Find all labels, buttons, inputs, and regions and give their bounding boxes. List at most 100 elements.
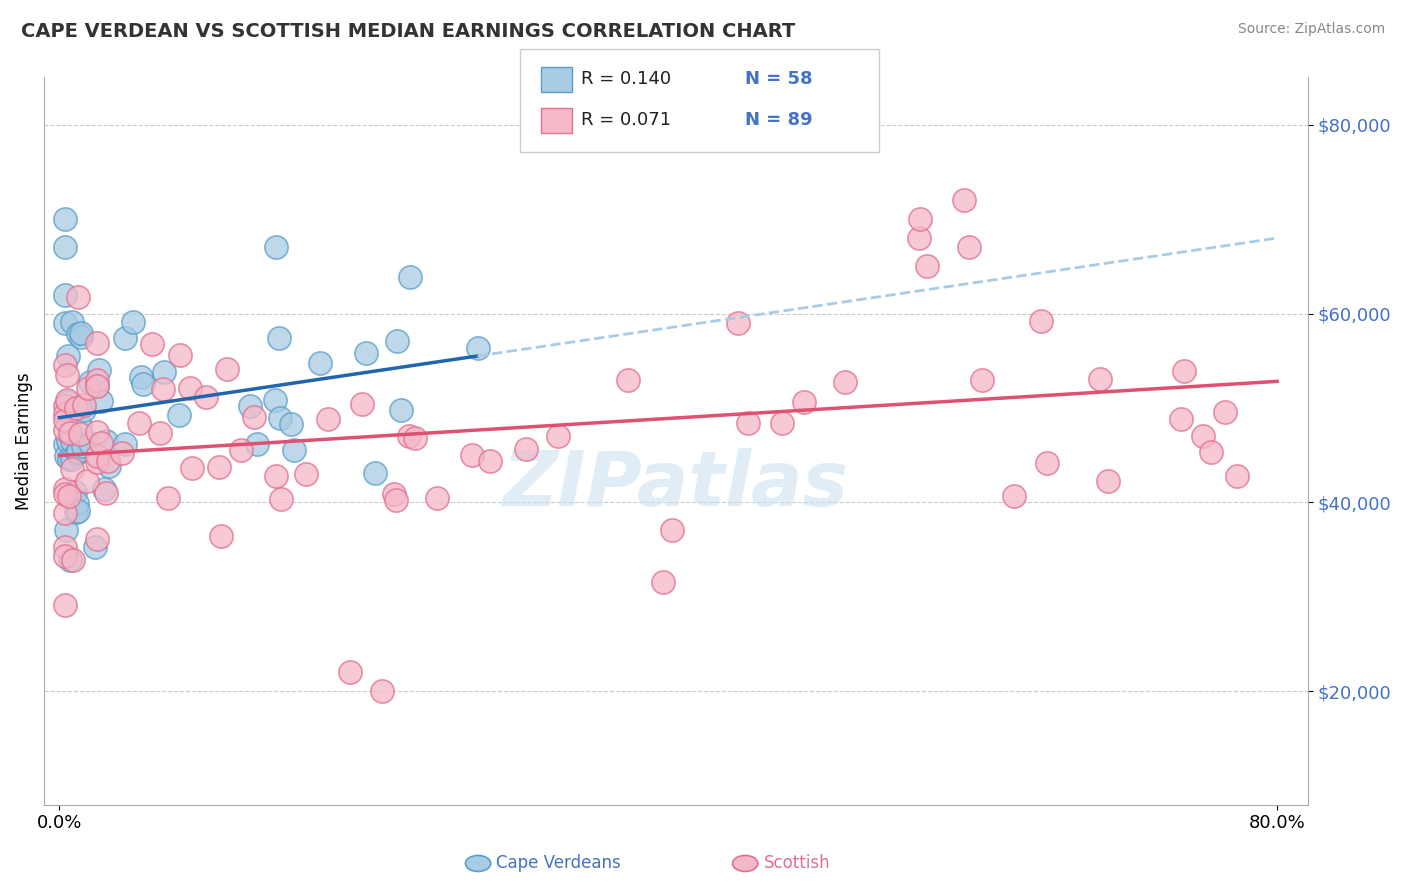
Point [1097, 475, 1119, 489]
Point [131, 369, 153, 384]
Point [55, 212, 77, 227]
Point [98, 459, 121, 474]
Point [86, 532, 108, 546]
Point [58, 452, 80, 467]
Point [152, 382, 174, 396]
Point [382, 487, 405, 501]
Point [60, 315, 83, 329]
Point [79, 436, 101, 450]
Point [60, 461, 83, 475]
Point [467, 341, 489, 355]
Point [55, 598, 77, 612]
Point [426, 491, 449, 505]
Point [972, 373, 994, 387]
Point [55, 399, 77, 413]
Point [1192, 429, 1215, 443]
Point [1170, 412, 1192, 426]
Point [354, 346, 377, 360]
Point [65, 495, 87, 509]
Point [478, 453, 501, 467]
Text: N = 89: N = 89 [745, 112, 813, 129]
Point [58, 489, 80, 503]
Point [73, 398, 96, 412]
Point [60, 434, 83, 448]
Point [339, 665, 361, 680]
Point [398, 269, 420, 284]
Point [263, 392, 285, 407]
Point [86, 455, 108, 469]
Point [834, 375, 856, 389]
Point [55, 487, 77, 501]
Point [55, 368, 77, 382]
Point [239, 399, 262, 413]
Point [55, 407, 77, 421]
Point [55, 423, 77, 437]
Point [55, 316, 77, 330]
Point [153, 365, 176, 379]
Text: Source: ZipAtlas.com: Source: ZipAtlas.com [1237, 22, 1385, 37]
Point [404, 431, 426, 445]
Point [67, 444, 90, 458]
Point [209, 529, 232, 543]
Point [1199, 445, 1222, 459]
Point [179, 381, 201, 395]
Point [90, 394, 112, 409]
Point [959, 240, 981, 254]
Point [389, 403, 412, 417]
Point [793, 394, 815, 409]
Point [55, 523, 77, 537]
Point [616, 373, 638, 387]
Point [67, 326, 90, 341]
Point [651, 574, 673, 589]
Text: R = 0.071: R = 0.071 [581, 112, 671, 129]
Point [385, 492, 408, 507]
Point [1002, 489, 1025, 503]
Text: CAPE VERDEAN VS SCOTTISH MEDIAN EARNINGS CORRELATION CHART: CAPE VERDEAN VS SCOTTISH MEDIAN EARNINGS… [21, 22, 796, 41]
Point [65, 401, 87, 415]
Point [280, 417, 302, 432]
Point [55, 394, 77, 409]
Y-axis label: Median Earnings: Median Earnings [15, 372, 32, 510]
Text: Cape Verdeans: Cape Verdeans [496, 855, 621, 872]
Point [55, 506, 77, 520]
Point [86, 336, 108, 351]
Point [111, 446, 134, 460]
Point [79, 375, 101, 389]
Point [65, 505, 87, 519]
Point [907, 231, 929, 245]
Point [55, 412, 77, 426]
Point [229, 443, 252, 458]
Point [55, 540, 77, 554]
Point [76, 474, 98, 488]
Point [55, 358, 77, 372]
Point [128, 416, 150, 430]
Point [97, 453, 120, 467]
Point [283, 442, 305, 457]
Point [167, 408, 190, 422]
Point [77, 381, 100, 395]
Point [66, 290, 89, 304]
Point [267, 331, 290, 345]
Point [72, 439, 94, 453]
Point [270, 491, 292, 506]
Point [86, 425, 108, 439]
Point [62, 553, 84, 567]
Point [93, 482, 115, 496]
Point [69, 330, 91, 344]
Text: R = 0.140: R = 0.140 [581, 70, 671, 88]
Point [114, 331, 136, 345]
Point [915, 260, 938, 274]
Point [141, 337, 163, 351]
Point [194, 391, 217, 405]
Point [295, 467, 318, 481]
Point [1226, 469, 1249, 483]
Point [316, 411, 339, 425]
Point [69, 427, 91, 442]
Point [86, 373, 108, 387]
Point [86, 449, 108, 463]
Point [58, 426, 80, 441]
Point [461, 448, 484, 462]
Point [547, 429, 569, 443]
Point [55, 287, 77, 301]
Point [55, 449, 77, 463]
